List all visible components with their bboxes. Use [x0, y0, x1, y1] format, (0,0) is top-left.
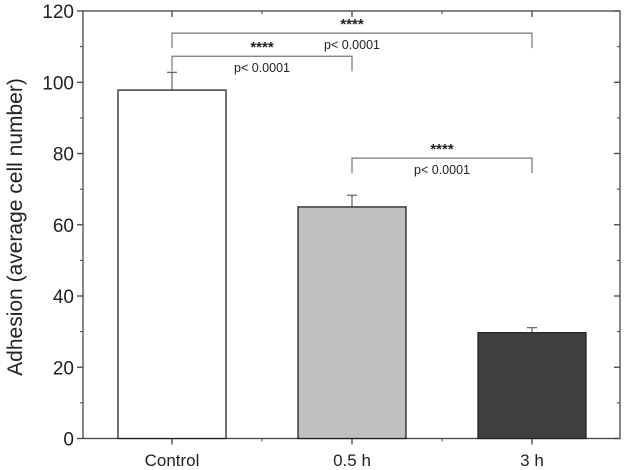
significance-bracket	[171, 32, 533, 49]
y-tick-label: 40	[53, 287, 74, 308]
p-value-label: p< 0.0001	[414, 163, 470, 177]
bars	[117, 71, 587, 440]
y-tick-label: 100	[42, 73, 74, 94]
y-tick-label: 0	[63, 430, 74, 451]
significance-stars: ****	[430, 141, 454, 158]
significance-stars: ****	[340, 16, 364, 33]
bar-3-h	[477, 332, 587, 440]
x-tick-label: 3 h	[520, 451, 544, 470]
y-tick-label: 60	[53, 216, 74, 237]
significance-annotations: **** p< 0.0001 **** p< 0.0001 **** p< 0.0001	[171, 16, 533, 177]
bar-0.5-h	[297, 206, 407, 440]
significance-bracket	[171, 55, 353, 72]
x-tick-label: 0.5 h	[333, 451, 371, 470]
y-tick-label: 80	[53, 145, 74, 166]
y-axis-label: Adhesion (average cell number)	[4, 78, 27, 376]
p-value-label: p< 0.0001	[234, 61, 290, 75]
significance-stars: ****	[250, 39, 274, 56]
y-tick-label: 120	[42, 2, 74, 23]
p-value-label: p< 0.0001	[324, 38, 380, 52]
y-tick-label: 20	[53, 358, 74, 379]
bar-control	[117, 89, 227, 440]
significance-bracket	[351, 157, 533, 174]
x-tick-label: Control	[145, 451, 200, 470]
